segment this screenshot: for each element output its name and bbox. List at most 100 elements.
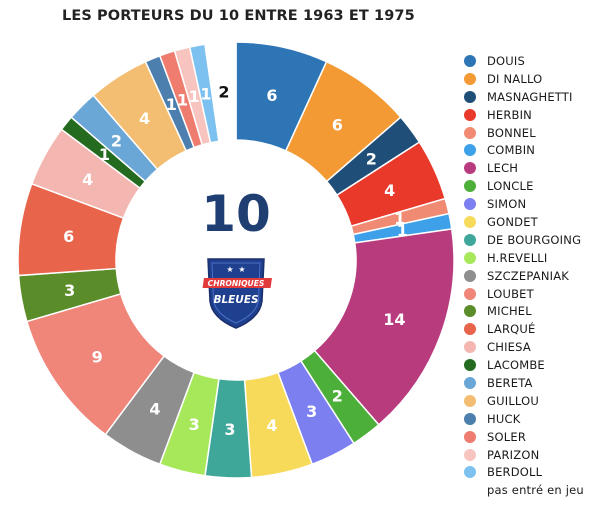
legend-label: LONCLE: [487, 179, 534, 193]
legend-label: LECH: [487, 161, 518, 175]
legend-swatch: [464, 55, 476, 67]
legend-swatch: [464, 341, 476, 353]
legend-item: HUCK: [464, 410, 584, 428]
legend-item: HERBIN: [464, 106, 584, 124]
slice-value-label: 1: [166, 95, 177, 114]
legend-label: MASNAGHETTI: [487, 90, 573, 104]
legend-swatch: [464, 270, 476, 282]
legend-swatch: [464, 216, 476, 228]
legend-label: H.REVELLI: [487, 251, 548, 265]
legend-item: MICHEL: [464, 302, 584, 320]
slice-value-label: 6: [63, 227, 74, 246]
slice-value-label: 3: [306, 402, 317, 421]
legend-label: pas entré en jeu: [487, 483, 584, 497]
legend-item: GONDET: [464, 213, 584, 231]
legend-label: GONDET: [487, 215, 538, 229]
legend-swatch: [464, 162, 476, 174]
slice-value-label: 3: [64, 281, 75, 300]
legend-swatch: [464, 359, 476, 371]
slice-value-label: 2: [366, 150, 377, 169]
legend-item: MASNAGHETTI: [464, 88, 584, 106]
legend-swatch: [464, 431, 476, 443]
legend-label: LOUBET: [487, 287, 534, 301]
legend-item: SIMON: [464, 195, 584, 213]
legend-item: BERETA: [464, 374, 584, 392]
legend-swatch: [464, 91, 476, 103]
slice-value-label: 1: [397, 221, 408, 240]
legend-label: BONNEL: [487, 126, 536, 140]
slice-value-label: 1: [177, 91, 188, 110]
slice-value-label: 1: [200, 85, 211, 104]
slice-value-label: 1: [99, 145, 110, 164]
legend-swatch: [464, 449, 476, 461]
legend-swatch: [464, 395, 476, 407]
legend-item: LACOMBE: [464, 356, 584, 374]
legend-swatch: [464, 305, 476, 317]
legend-item: DE BOURGOING: [464, 231, 584, 249]
legend-swatch: [464, 73, 476, 85]
legend-swatch: [464, 288, 476, 300]
slice-value-label: 1: [189, 87, 200, 106]
legend-label: DE BOURGOING: [487, 233, 581, 247]
legend-swatch: [464, 252, 476, 264]
slice-value-label: 3: [224, 420, 235, 439]
legend-item: LONCLE: [464, 177, 584, 195]
legend-label: BERETA: [487, 376, 533, 390]
legend-swatch: [464, 377, 476, 389]
slice-value-label: 2: [218, 82, 229, 101]
logo-star-icon: ★: [226, 265, 233, 274]
legend-swatch: [464, 234, 476, 246]
legend-item: SOLER: [464, 428, 584, 446]
legend-label: SIMON: [487, 197, 526, 211]
legend-item: LECH: [464, 159, 584, 177]
legend-item: BERDOLL: [464, 463, 584, 481]
legend-label: PARIZON: [487, 448, 539, 462]
legend: DOUIS DI NALLO MASNAGHETTI HERBIN BONNEL COMB…: [464, 52, 584, 499]
logo-star-icon: ★: [238, 265, 245, 274]
legend-label: SOLER: [487, 430, 526, 444]
legend-item: BONNEL: [464, 124, 584, 142]
logo-line-1: CHRONIQUES: [208, 279, 265, 288]
slice-value-label: 2: [111, 131, 122, 150]
legend-item: pas entré en jeu: [464, 481, 584, 499]
legend-item: GUILLOU: [464, 392, 584, 410]
legend-swatch: [464, 180, 476, 192]
legend-item: LOUBET: [464, 285, 584, 303]
legend-item: H.REVELLI: [464, 249, 584, 267]
legend-swatch: [464, 109, 476, 121]
slice-value-label: 4: [149, 399, 160, 418]
legend-label: CHIESA: [487, 340, 531, 354]
slice-value-label: 4: [82, 170, 93, 189]
slice-value-label: 2: [332, 386, 343, 405]
legend-item: DOUIS: [464, 52, 584, 70]
slice-value-label: 14: [383, 310, 405, 329]
legend-item: PARIZON: [464, 446, 584, 464]
legend-item: DI NALLO: [464, 70, 584, 88]
legend-label: HUCK: [487, 412, 520, 426]
center-number: 10: [201, 185, 271, 243]
legend-swatch: [464, 127, 476, 139]
legend-label: DI NALLO: [487, 72, 542, 86]
slice-value-label: 3: [189, 415, 200, 434]
legend-label: BERDOLL: [487, 465, 542, 479]
slice-value-label: 4: [384, 181, 395, 200]
slice-value-label: 4: [139, 109, 150, 128]
legend-item: LARQUÉ: [464, 320, 584, 338]
legend-label: GUILLOU: [487, 394, 539, 408]
legend-swatch: [464, 413, 476, 425]
legend-swatch: [464, 198, 476, 210]
legend-item: SZCZEPANIAK: [464, 267, 584, 285]
legend-item: COMBIN: [464, 141, 584, 159]
legend-label: SZCZEPANIAK: [487, 269, 569, 283]
legend-label: DOUIS: [487, 54, 525, 68]
legend-swatch: [464, 466, 476, 478]
slice-value-label: 9: [92, 347, 103, 366]
slice-value-label: 4: [266, 416, 277, 435]
slice-value-label: 6: [266, 86, 277, 105]
legend-label: HERBIN: [487, 108, 532, 122]
legend-label: COMBIN: [487, 143, 535, 157]
legend-swatch: [464, 144, 476, 156]
legend-item: CHIESA: [464, 338, 584, 356]
legend-label: MICHEL: [487, 304, 532, 318]
legend-swatch: [464, 323, 476, 335]
